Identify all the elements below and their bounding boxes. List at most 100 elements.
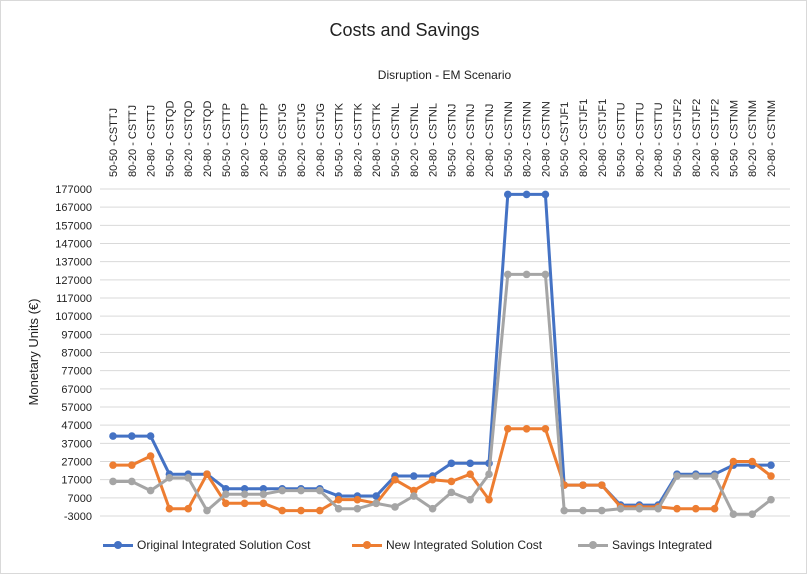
y-tick-label: 67000 (61, 384, 92, 396)
y-axis-label: Monetary Units (€) (26, 299, 41, 406)
data-point (447, 459, 456, 468)
data-point (692, 504, 700, 513)
y-tick-label: 77000 (61, 366, 92, 378)
data-point (410, 486, 418, 495)
legend-item: New Integrated Solution Cost (352, 538, 542, 552)
y-tick-label: 47000 (61, 420, 92, 432)
data-point (128, 461, 136, 469)
data-point (278, 486, 287, 495)
chart-subtitle: Disruption - EM Scenario (377, 68, 512, 82)
data-point (767, 461, 775, 469)
data-point (316, 486, 324, 495)
x-tick-label: 20-80 - CSTTU (653, 102, 665, 177)
y-tick-label: -3000 (64, 511, 92, 523)
legend-swatch (352, 538, 382, 552)
data-point (710, 504, 719, 513)
data-point (391, 475, 399, 484)
y-tick-label: 117000 (56, 293, 92, 305)
data-point (504, 270, 512, 279)
data-point (635, 504, 644, 513)
x-tick-label: 20-80 - CSTNN (540, 101, 552, 177)
data-point (410, 492, 418, 500)
data-point (541, 190, 550, 199)
data-point (316, 506, 324, 515)
x-tick-label: 20-80 - CSTJF2 (710, 99, 722, 177)
data-point (184, 474, 192, 482)
series-lines (109, 190, 775, 518)
data-point (579, 481, 587, 489)
data-point (466, 470, 475, 479)
data-point (541, 270, 550, 279)
x-tick-label: 50-50 - CSTJF2 (672, 99, 684, 177)
x-tick-label: 80-20 - CSTNN (522, 101, 534, 177)
series-3 (109, 270, 775, 518)
x-tick-label: 80-20 - CSTQD (183, 101, 195, 177)
data-point (259, 484, 268, 493)
data-point (485, 495, 493, 504)
x-tick-label: 50-50 - CSTNL (390, 103, 402, 177)
y-axis-tick-labels: 177000 167000 157000 147000 137000 127000 1170… (55, 184, 92, 523)
y-tick-label: 7000 (68, 493, 92, 505)
y-tick-label: 27000 (61, 457, 92, 469)
y-tick-label: 87000 (61, 348, 92, 360)
data-point (222, 490, 230, 499)
x-tick-label: 20-80 - CSTTK (371, 102, 383, 177)
data-point (203, 470, 211, 479)
data-point (522, 190, 531, 199)
data-point (240, 484, 249, 493)
data-point (372, 492, 381, 500)
data-point (729, 510, 738, 518)
y-tick-label: 107000 (55, 311, 92, 323)
data-point (109, 461, 117, 469)
x-tick-label: 80-20 - CSTNL (409, 103, 421, 177)
data-point (447, 488, 456, 497)
data-point (372, 499, 381, 508)
x-tick-label: 80-20 - CSTTJ (127, 105, 139, 177)
data-point (522, 425, 531, 433)
legend-swatch (103, 538, 133, 552)
data-point (222, 499, 230, 508)
gridlines (100, 188, 790, 517)
y-tick-label: 177000 (55, 184, 92, 196)
data-point (466, 495, 475, 504)
x-tick-label: 50-50 -CSTTJ (108, 108, 120, 177)
legend-item: Savings Integrated (578, 538, 712, 552)
y-tick-label: 17000 (61, 475, 92, 487)
x-tick-label: 50-50 - CSTTP (221, 103, 233, 177)
data-point (673, 472, 681, 480)
x-tick-label: 20-80 - CSTQD (202, 101, 214, 177)
x-tick-label: 20-80 - CSTNJ (484, 104, 496, 177)
x-axis-tick-labels: 50-50 -CSTTJ 80-20 - CSTTJ 20-80 - CSTTJ 50… (108, 99, 778, 177)
data-point (391, 503, 399, 511)
data-point (466, 459, 475, 468)
data-point (165, 474, 174, 482)
x-tick-label: 80-20 - CSTTK (352, 102, 364, 177)
x-tick-label: 20-80 - CSTTJ (146, 105, 158, 177)
legend-label: Savings Integrated (612, 538, 713, 552)
data-point (165, 504, 174, 513)
data-point (748, 457, 756, 466)
data-point (334, 504, 343, 513)
legend-item: Original Integrated Solution Cost (103, 538, 310, 552)
data-point (240, 490, 249, 499)
x-tick-label: 20-80 - CSTTP (258, 103, 270, 177)
data-point (541, 425, 550, 433)
data-point (485, 470, 493, 479)
data-point (297, 486, 305, 495)
data-point (616, 504, 625, 513)
x-tick-label: 50-50 - CSTNM (728, 100, 740, 177)
x-tick-label: 50-50 - CSTJG (277, 103, 289, 177)
data-point (522, 270, 531, 279)
data-point (598, 481, 606, 489)
data-point (598, 506, 606, 515)
data-point (222, 484, 230, 493)
x-tick-label: 80-20 - CSTJF2 (691, 99, 703, 177)
data-point (184, 504, 192, 513)
data-point (560, 506, 568, 515)
y-tick-label: 57000 (61, 402, 92, 414)
data-point (109, 477, 117, 486)
data-point (579, 506, 587, 515)
x-tick-label: 80-20 - CSTNJ (465, 104, 477, 177)
y-tick-label: 127000 (55, 275, 92, 287)
